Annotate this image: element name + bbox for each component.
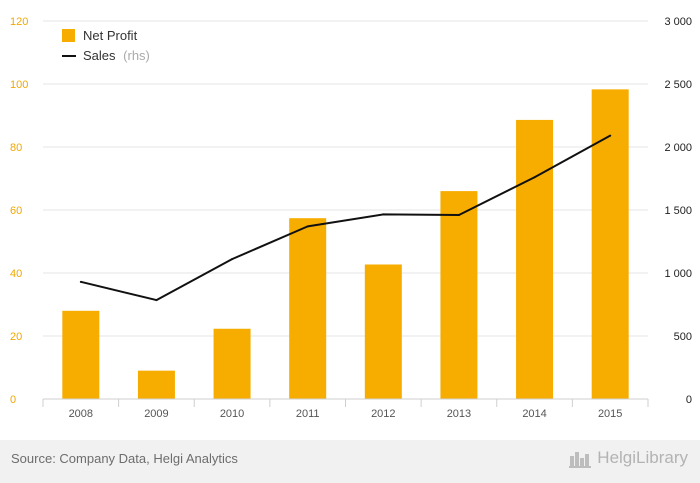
- x-tick-label: 2009: [144, 408, 168, 420]
- y-right-tick-label: 2 500: [664, 79, 692, 91]
- bar-net-profit: [591, 89, 629, 399]
- chart: 0 0 20 500 40 1 000 60 1 500 80 2 000 100 2 500 120 3…: [10, 16, 692, 420]
- bar-net-profit: [213, 328, 251, 399]
- x-tick-label: 2011: [296, 408, 320, 420]
- y-left-tick-label: 40: [10, 268, 22, 280]
- y-left-tick-label: 80: [10, 142, 22, 154]
- y-left-tick-label: 20: [10, 331, 22, 343]
- sales-point: [231, 258, 234, 261]
- y-right-tick-label: 3 000: [664, 16, 692, 28]
- sales-line: [80, 134, 611, 302]
- sales-point: [306, 225, 309, 228]
- brand-name: HelgiLibrary: [597, 448, 688, 467]
- sales-point: [609, 134, 612, 137]
- sales-point: [533, 176, 536, 179]
- bar-net-profit: [440, 191, 478, 399]
- grid-lines: [43, 20, 648, 337]
- bar-net-profit: [364, 264, 402, 399]
- legend-label-sales: Sales (rhs): [83, 48, 150, 63]
- legend-label-net-profit: Net Profit: [83, 28, 138, 43]
- y-right-tick-label: 2 000: [664, 142, 692, 154]
- axes: 0 0 20 500 40 1 000 60 1 500 80 2 000 100 2 500 120 3…: [10, 16, 692, 420]
- x-tick-label: 2013: [447, 408, 471, 420]
- x-tick-label: 2012: [371, 408, 395, 420]
- brand-logo: HelgiLibrary: [569, 448, 688, 468]
- legend-swatch-net-profit: [62, 29, 75, 42]
- x-tick-label: 2015: [598, 408, 622, 420]
- x-tick-label: 2014: [522, 408, 546, 420]
- y-right-tick-label: 1 500: [664, 205, 692, 217]
- legend-label-sales-suffix: (rhs): [123, 48, 150, 63]
- sales-line-group: [79, 134, 612, 302]
- x-tick-label: 2010: [220, 408, 244, 420]
- y-left-tick-label: 100: [10, 79, 28, 91]
- y-left-tick-label: 60: [10, 205, 22, 217]
- sales-point: [79, 280, 82, 283]
- bar-net-profit: [289, 218, 327, 399]
- sales-point: [155, 299, 158, 302]
- y-left-tick-label: 120: [10, 16, 28, 28]
- sales-point: [457, 214, 460, 217]
- bar-net-profit: [62, 310, 100, 399]
- legend-label-sales-name: Sales: [83, 48, 116, 63]
- x-tick-label: 2008: [69, 408, 93, 420]
- source-note: Source: Company Data, Helgi Analytics: [11, 451, 238, 466]
- bar-net-profit: [516, 119, 554, 399]
- y-right-tick-label: 500: [674, 331, 692, 343]
- bar-net-profit: [137, 370, 175, 399]
- y-right-tick-label: 1 000: [664, 268, 692, 280]
- sales-point: [382, 213, 385, 216]
- bars: [62, 89, 629, 399]
- legend: Net Profit Sales (rhs): [62, 28, 150, 63]
- y-left-tick-label: 0: [10, 394, 16, 406]
- city-skyline-icon: [569, 452, 592, 468]
- y-right-tick-label: 0: [686, 394, 692, 406]
